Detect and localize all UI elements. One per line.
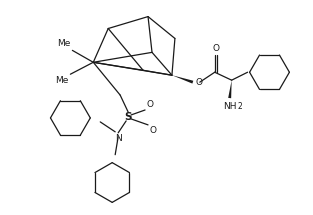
- Text: O: O: [196, 78, 203, 87]
- Text: S: S: [124, 112, 132, 122]
- Text: Me: Me: [57, 39, 70, 48]
- Polygon shape: [172, 75, 193, 84]
- Text: N: N: [115, 134, 121, 143]
- Text: O: O: [146, 100, 153, 109]
- Text: O: O: [212, 44, 219, 53]
- Polygon shape: [228, 80, 232, 98]
- Text: NH: NH: [223, 102, 236, 111]
- Text: 2: 2: [238, 102, 242, 111]
- Text: Me: Me: [55, 76, 69, 85]
- Text: O: O: [149, 126, 156, 135]
